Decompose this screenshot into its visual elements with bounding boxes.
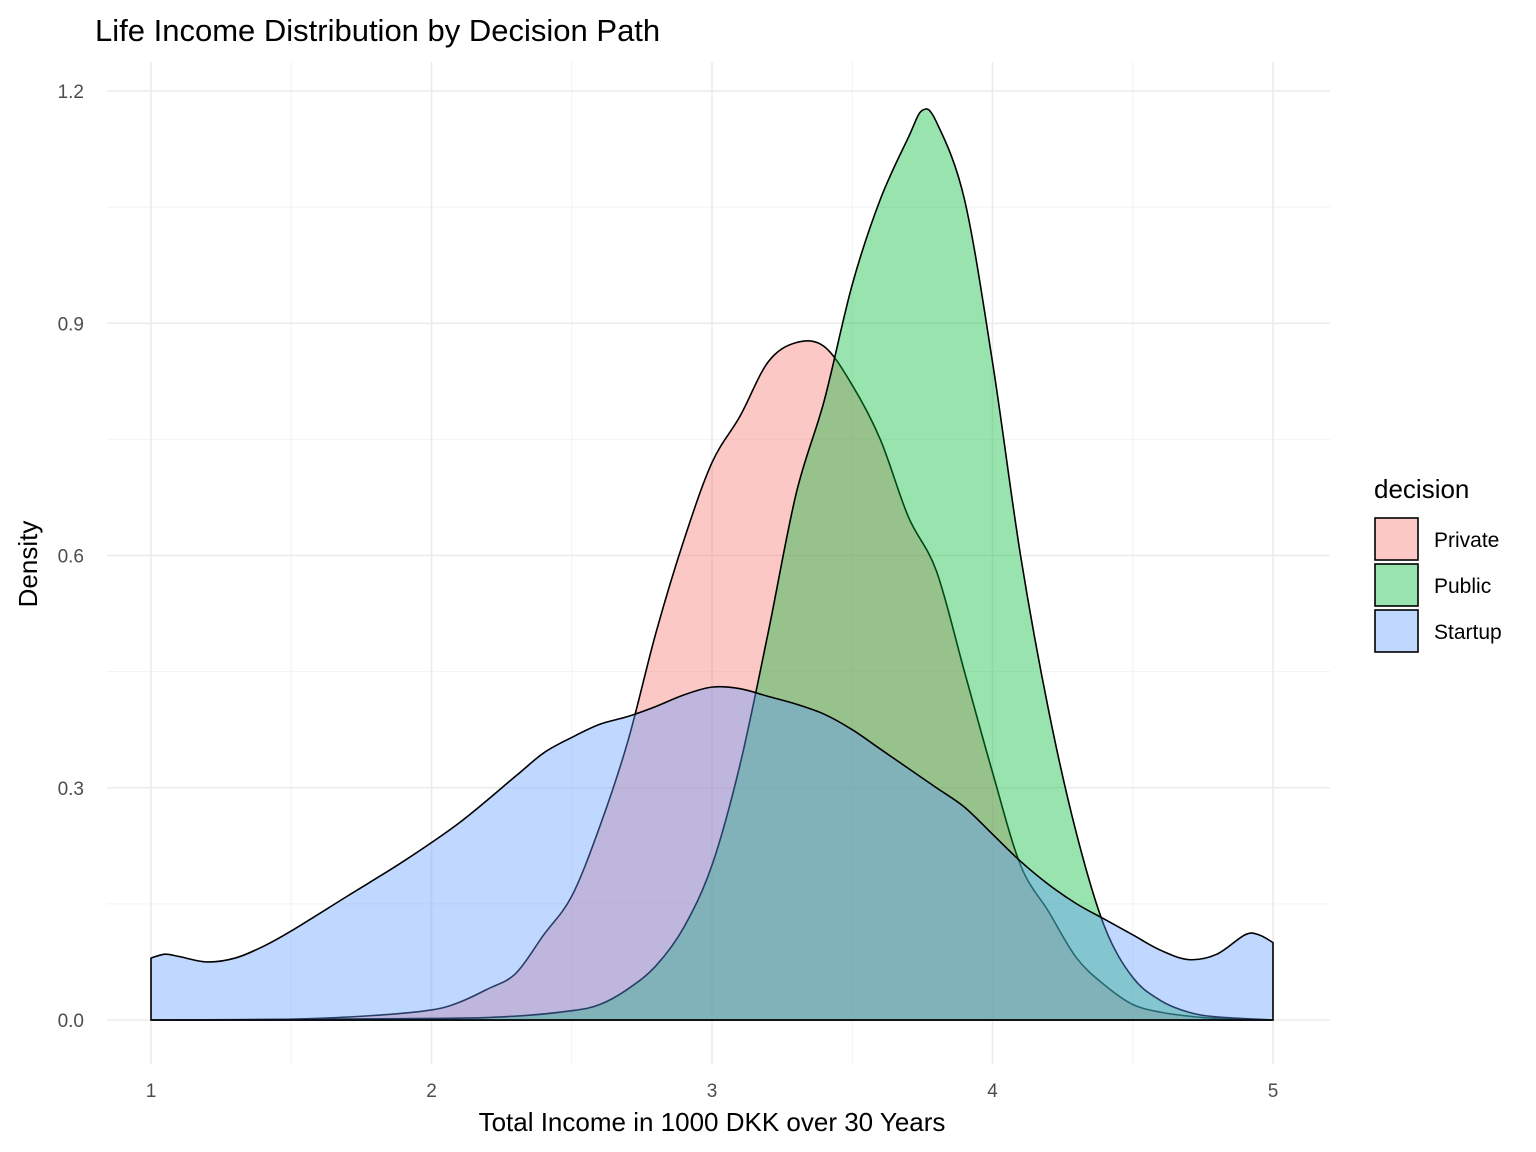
axis-ticks: 1 2 3 4 5 0.0 0.3 0.6 0.9 1.2 [58, 82, 1279, 1102]
x-axis-title: Total Income in 1000 DKK over 30 Years [479, 1107, 946, 1137]
legend-key-startup [1374, 609, 1419, 653]
x-tick-label: 1 [146, 1081, 157, 1102]
density-areas [150, 108, 1274, 1021]
x-tick-label: 3 [707, 1081, 718, 1102]
y-tick-label: 1.2 [58, 82, 84, 103]
y-axis-title: Density [13, 521, 43, 608]
legend-key-public [1374, 563, 1419, 607]
legend-label-startup: Startup [1434, 621, 1502, 644]
y-tick-label: 0.9 [58, 314, 84, 335]
chart-title: Life Income Distribution by Decision Pat… [95, 13, 660, 48]
legend-title: decision [1374, 474, 1469, 504]
x-tick-label: 4 [987, 1081, 998, 1102]
y-tick-label: 0.3 [58, 779, 84, 800]
x-tick-label: 5 [1268, 1081, 1279, 1102]
density-area-private [150, 340, 1274, 1021]
legend-label-public: Public [1434, 575, 1491, 598]
x-tick-label: 2 [426, 1081, 437, 1102]
legend-label-private: Private [1434, 529, 1499, 552]
y-tick-label: 0.0 [58, 1011, 84, 1032]
density-area-startup [150, 685, 1274, 1021]
legend: decision Private Public Startup [1374, 474, 1502, 653]
density-area-public [150, 108, 1274, 1021]
y-tick-label: 0.6 [58, 547, 84, 568]
legend-key-private [1374, 517, 1419, 561]
